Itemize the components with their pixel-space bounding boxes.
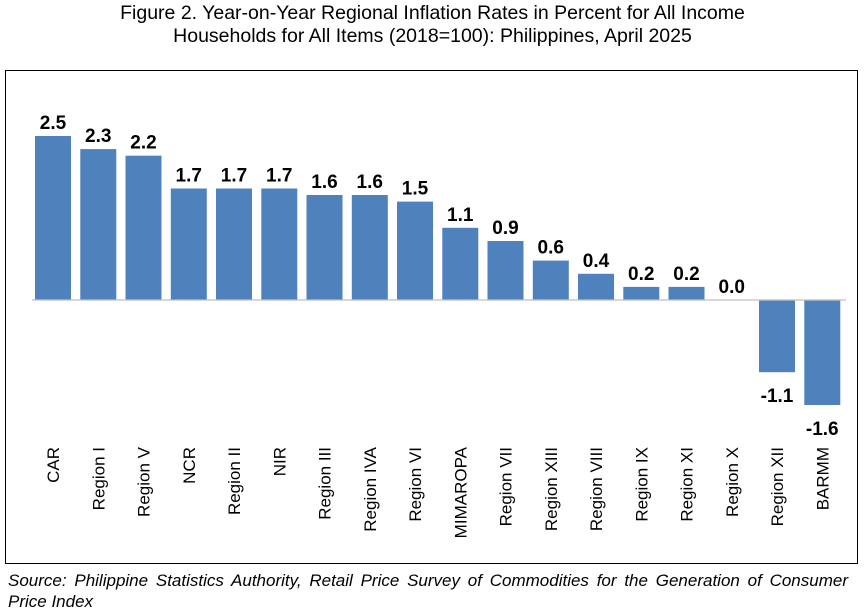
category-label: Region VII <box>497 447 516 526</box>
data-label: 1.6 <box>311 172 337 193</box>
category-label: Region XII <box>768 447 787 526</box>
bar-region-xii <box>759 300 795 373</box>
bar-car <box>35 136 71 300</box>
category-label: CAR <box>44 447 63 483</box>
category-label: Region X <box>723 447 742 517</box>
source-note: Source: Philippine Statistics Authority,… <box>8 571 848 611</box>
category-label: Region III <box>316 447 335 520</box>
category-label: Region IX <box>632 447 651 522</box>
bar-region-i <box>80 149 117 300</box>
data-label: -1.1 <box>761 386 794 407</box>
category-label: Region V <box>135 446 154 517</box>
category-label: MIMAROPA <box>451 446 470 538</box>
bar-mimaropa <box>442 227 479 300</box>
data-label: 1.7 <box>176 166 202 187</box>
data-label: 2.2 <box>130 133 156 154</box>
chart-frame <box>5 70 858 564</box>
category-label: Region VI <box>406 447 425 522</box>
bar-region-xiii <box>532 260 569 300</box>
category-label: Region XIII <box>542 447 561 531</box>
bar-region-v <box>125 155 162 300</box>
bar-region-iva <box>351 195 388 300</box>
data-label: 0.2 <box>628 264 654 285</box>
chart-title-line-2: Households for All Items (2018=100): Phi… <box>173 25 692 47</box>
category-label: Region XI <box>678 447 697 522</box>
bar-nir <box>261 188 298 300</box>
bar-region-ix <box>623 286 660 300</box>
bar-region-vii <box>487 241 524 300</box>
bar-region-iii <box>306 195 343 300</box>
category-label: Region VIII <box>587 447 606 531</box>
category-label: Region II <box>225 447 244 515</box>
data-label: 2.3 <box>85 126 111 147</box>
data-label: -1.6 <box>806 419 839 440</box>
category-label: Region I <box>89 447 108 510</box>
category-label: BARMM <box>813 447 832 510</box>
data-label: 1.7 <box>266 166 292 187</box>
category-label: Region IVA <box>361 446 380 531</box>
data-label: 0.4 <box>583 251 610 272</box>
bar-region-viii <box>578 273 614 300</box>
data-label: 0.2 <box>673 264 699 285</box>
category-label: NCR <box>180 447 199 484</box>
data-label: 0.0 <box>719 277 745 298</box>
data-label: 1.1 <box>447 205 474 226</box>
data-label: 1.7 <box>221 166 247 187</box>
data-label: 0.6 <box>538 238 564 259</box>
data-label: 1.5 <box>402 179 429 200</box>
bar-region-ii <box>216 188 252 300</box>
chart-title: Figure 2. Year-on-Year Regional Inflatio… <box>0 2 865 48</box>
bar-region-xi <box>668 286 705 300</box>
chart-title-line-1: Figure 2. Year-on-Year Regional Inflatio… <box>120 2 745 24</box>
data-label: 0.9 <box>492 218 518 239</box>
data-label: 1.6 <box>357 172 383 193</box>
bar-ncr <box>170 188 207 300</box>
bar-barmm <box>804 300 841 405</box>
category-label: NIR <box>270 447 289 476</box>
bar-region-vi <box>397 201 433 300</box>
data-label: 2.5 <box>40 113 67 134</box>
